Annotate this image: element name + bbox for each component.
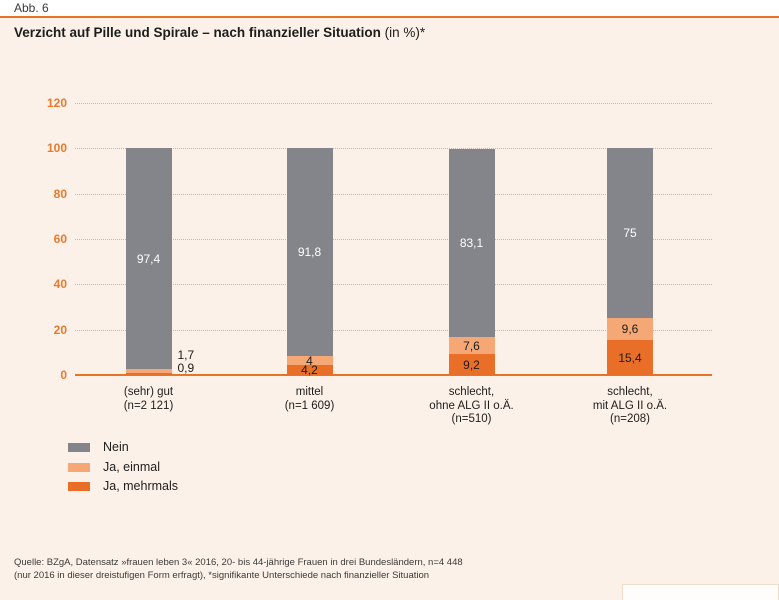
legend-swatch-icon (68, 462, 90, 472)
legend-label: Ja, einmal (103, 459, 160, 474)
bar-segment-nein-4 (607, 148, 653, 319)
value-label-ja_einmal-4: 9,6 (621, 322, 639, 337)
y-tick-label-20: 20 (53, 322, 67, 337)
y-tick-label-100: 100 (46, 141, 67, 156)
gridline-100 (75, 148, 712, 150)
bar-segment-ja_mehrmals-3 (448, 354, 495, 375)
gridline-40 (75, 284, 712, 286)
y-tick-label-0: 0 (60, 368, 67, 382)
source-line-2: (nur 2016 in dieser dreistufigen Form er… (14, 570, 430, 581)
bar-segment-ja_mehrmals-4 (607, 340, 653, 375)
y-tick-label-40: 40 (53, 277, 67, 292)
value-label-nein-2: 91,8 (297, 245, 322, 260)
outside-value-labels-1: 1,7 0,9 (177, 348, 195, 375)
chart-title-main: Verzicht auf Pille und Spirale – nach fi… (14, 25, 381, 40)
bar-segment-nein-2 (286, 148, 333, 357)
figure-number: Abb. 6 (14, 1, 49, 15)
legend-swatch-icon (68, 443, 90, 452)
gridline-20 (75, 329, 712, 331)
gridline-120 (75, 103, 712, 104)
bar-segment-ja_mehrmals-2 (286, 365, 333, 375)
bar-segment-nein-3 (448, 148, 495, 337)
bar-segment-ja_einmal-1 (125, 369, 172, 373)
top-white-strip (0, 0, 779, 16)
value-label-nein-4: 75 (623, 226, 637, 241)
source-note: Quelle: BZgA, Datensatz »frauen leben 3«… (14, 556, 463, 582)
legend: Nein Ja, einmal Ja, mehrmals (68, 441, 178, 493)
legend-swatch-icon (68, 482, 90, 491)
bar-segment-ja_einmal-2 (286, 356, 333, 366)
value-label-nein-3: 83,1 (459, 235, 484, 250)
bar-segment-nein-1 (125, 148, 172, 370)
value-label-ja_mehrmals-2: 4,2 (301, 363, 318, 378)
x-axis-line (75, 374, 712, 376)
chart-title-unit: (in %)* (380, 25, 426, 40)
value-label-nein-1: 97,4 (136, 251, 161, 266)
category-label-2: mittel (n=1 609) (284, 386, 335, 412)
legend-label: Nein (103, 440, 129, 454)
y-tick-label-120: 120 (46, 96, 67, 110)
y-tick-label-60: 60 (53, 232, 67, 246)
value-label-ja_mehrmals-4: 15,4 (618, 350, 642, 365)
top-rule (0, 16, 779, 18)
source-line-1: Quelle: BZgA, Datensatz »frauen leben 3«… (14, 557, 463, 568)
value-label-ja_einmal-2: 4 (306, 353, 313, 368)
value-label-ja_einmal-3: 7,6 (463, 338, 480, 353)
gridline-80 (75, 193, 712, 195)
bar-segment-ja_einmal-4 (607, 318, 653, 341)
value-label-ja_mehrmals-3: 9,2 (463, 357, 480, 372)
bar-segment-ja_mehrmals-1 (125, 372, 172, 375)
legend-item-3: Ja, mehrmals (68, 480, 178, 493)
category-label-4: schlecht, mit ALG II o.Ä. (n=208) (592, 386, 668, 425)
bar-segment-ja_einmal-3 (448, 336, 495, 355)
legend-item-1: Nein (68, 441, 178, 454)
y-tick-label-80: 80 (53, 186, 67, 201)
legend-label: Ja, mehrmals (103, 479, 179, 493)
bottom-right-box (622, 584, 779, 600)
category-label-3: schlecht, ohne ALG II o.Ä. (n=510) (429, 386, 514, 425)
gridline-60 (75, 239, 712, 240)
category-label-1: (sehr) gut (n=2 121) (123, 386, 174, 412)
legend-item-2: Ja, einmal (68, 459, 178, 474)
chart-title: Verzicht auf Pille und Spirale – nach fi… (14, 25, 425, 40)
